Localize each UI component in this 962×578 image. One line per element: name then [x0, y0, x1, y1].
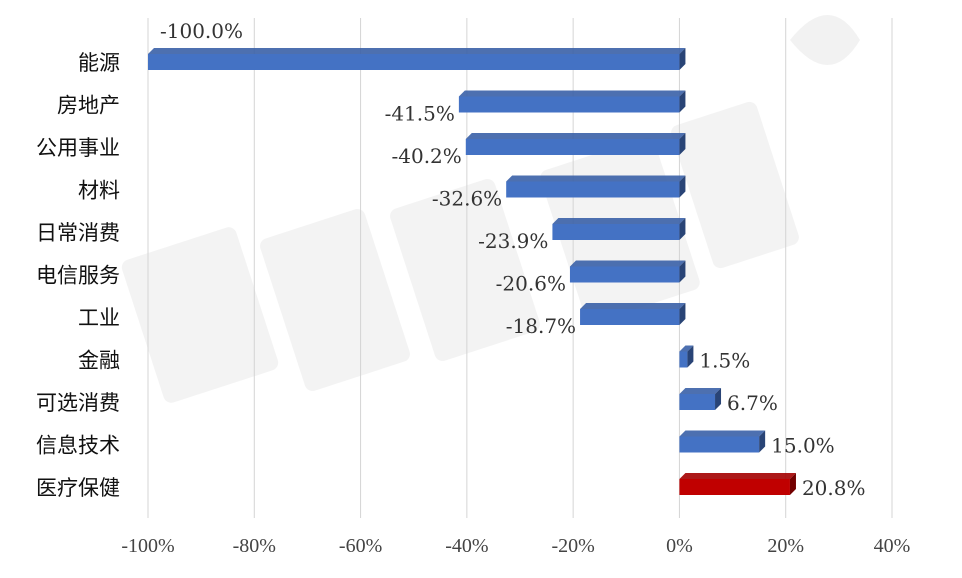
x-tick-label: 0% [666, 535, 693, 557]
category-label: 材料 [78, 179, 120, 203]
bar-face [679, 479, 790, 495]
bar-side [679, 175, 686, 198]
watermark-block [390, 179, 540, 361]
watermark-leaf [790, 15, 860, 65]
watermark-block [260, 209, 410, 391]
bar [506, 175, 686, 198]
bar [679, 388, 722, 410]
data-label: 1.5% [699, 349, 750, 373]
category-label: 电信服务 [36, 264, 120, 288]
data-label: 6.7% [727, 391, 778, 415]
bar [458, 90, 686, 113]
bar-side [679, 260, 686, 283]
category-label: 金融 [78, 349, 120, 373]
bar-side [687, 345, 694, 368]
bar-side [679, 218, 686, 240]
x-tick-label: -60% [339, 535, 382, 557]
bar-top [679, 388, 722, 394]
bar-top [506, 175, 686, 182]
bar-side [789, 473, 796, 495]
bar-top [679, 473, 796, 479]
bar-face [506, 181, 680, 198]
bar-face [569, 266, 680, 283]
bar [580, 303, 686, 325]
data-label: -32.6% [432, 187, 502, 211]
bar-face [580, 309, 680, 325]
bar-side [679, 90, 686, 113]
bar-side [715, 388, 722, 410]
x-tick-labels: -100% -80% -60% -40% -20% 0% 20% 40% [121, 535, 910, 557]
data-label: -40.2% [391, 144, 461, 168]
bar-top [465, 133, 686, 139]
bar-side [679, 48, 686, 70]
data-label: -20.6% [496, 272, 566, 296]
bar [679, 473, 796, 495]
bar-side [759, 430, 766, 453]
bar-face [552, 224, 680, 240]
bar-top [580, 303, 686, 309]
category-label: 房地产 [57, 94, 120, 118]
category-label: 信息技术 [36, 434, 120, 458]
x-tick-label: -80% [233, 535, 276, 557]
bar [569, 260, 686, 283]
x-tick-label: -20% [551, 535, 594, 557]
category-label: 可选消费 [36, 391, 120, 415]
category-label: 医疗保健 [36, 476, 120, 500]
bar-face [679, 436, 760, 453]
bar-top [148, 48, 686, 54]
value-labels: -100.0% -41.5% -40.2% -32.6% -23.9% -20.6% -18… [160, 19, 866, 500]
x-tick-label: 20% [767, 535, 804, 557]
x-tick-label: 40% [874, 535, 911, 557]
data-label: 20.8% [802, 476, 866, 500]
data-label: -100.0% [160, 19, 243, 43]
data-label: 15.0% [771, 434, 835, 458]
category-label: 能源 [78, 51, 120, 75]
bar-side [679, 303, 686, 325]
bar-face [679, 394, 716, 410]
bar-top [679, 345, 694, 352]
bar-top [569, 260, 686, 267]
bar-face [458, 96, 680, 113]
bar-side [679, 133, 686, 155]
data-label: -23.9% [478, 229, 548, 253]
x-tick-label: -40% [445, 535, 488, 557]
bar-top [679, 430, 766, 437]
category-label: 公用事业 [36, 136, 120, 160]
category-label: 日常消费 [36, 221, 120, 245]
data-label: -41.5% [385, 102, 455, 126]
bar [148, 48, 686, 70]
watermark-block [121, 227, 279, 403]
bar [679, 345, 694, 368]
bar-face [148, 54, 680, 70]
x-tick-label: -100% [121, 535, 174, 557]
watermark-block [671, 101, 799, 269]
category-label: 工业 [78, 306, 120, 330]
bar-top [552, 218, 686, 224]
bar [465, 133, 686, 155]
bars [148, 48, 796, 495]
bar [679, 430, 766, 453]
bar-top [458, 90, 686, 97]
bar [552, 218, 686, 240]
bar-face [679, 351, 688, 368]
bar-face [465, 139, 680, 155]
data-label: -18.7% [506, 314, 576, 338]
